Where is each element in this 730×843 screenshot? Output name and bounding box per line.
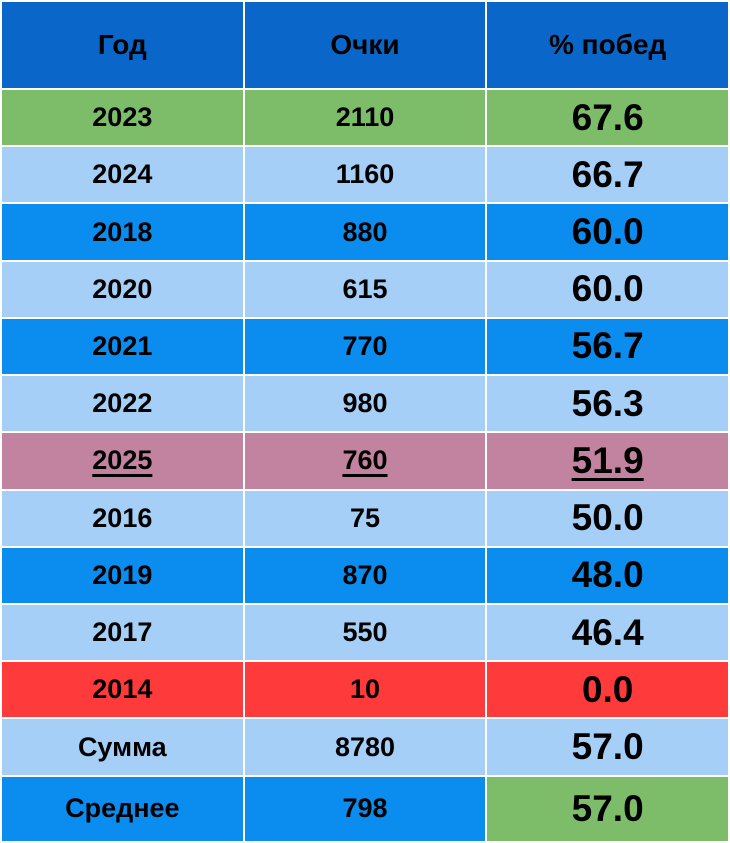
header-cell: Год — [0, 0, 245, 90]
cell-text: 60.0 — [571, 268, 644, 310]
cell-text: 2110 — [335, 102, 395, 133]
points-cell: 8780 — [242, 717, 488, 777]
cell-text: Сумма — [77, 731, 167, 762]
cell-text: 798 — [342, 793, 388, 824]
header-cell: Очки — [242, 0, 488, 90]
year-cell: 2017 — [0, 602, 245, 663]
table-row: 2025 760 51.9 — [0, 431, 730, 491]
points-cell: 1160 — [242, 145, 488, 205]
cell-text: 2021 — [92, 330, 153, 361]
cell-text: 2024 — [92, 159, 153, 190]
percent-cell: 57.0 — [485, 717, 730, 777]
percent-cell: 46.4 — [485, 602, 730, 663]
table-row: 2022 980 56.3 — [0, 374, 730, 434]
points-cell: 2110 — [242, 87, 488, 148]
points-cell: 760 — [242, 431, 488, 491]
cell-text: 760 — [342, 445, 388, 476]
percent-cell: 67.6 — [485, 87, 730, 148]
year-cell: 2024 — [0, 145, 245, 205]
table-row: 2021 770 56.7 — [0, 316, 730, 377]
cell-text: 10 — [349, 674, 380, 705]
points-cell: 870 — [242, 545, 488, 605]
year-cell: 2025 — [0, 431, 245, 491]
year-cell: 2020 — [0, 259, 245, 319]
table-row: 2019 870 48.0 — [0, 545, 730, 605]
cell-text: 46.4 — [571, 611, 644, 653]
percent-cell: 48.0 — [485, 545, 730, 605]
percent-cell: 60.0 — [485, 202, 730, 262]
points-cell: 10 — [242, 660, 488, 720]
table-row: 2020 615 60.0 — [0, 259, 730, 319]
cell-text: 51.9 — [571, 439, 644, 481]
table-row: 2016 75 50.0 — [0, 488, 730, 548]
year-cell: Сумма — [0, 717, 245, 777]
cell-text: Среднее — [65, 793, 180, 824]
points-cell: 770 — [242, 316, 488, 377]
cell-text: 1160 — [335, 159, 395, 190]
year-cell: 2018 — [0, 202, 245, 262]
header-row: Год Очки% побед — [0, 0, 730, 90]
year-cell: 2022 — [0, 374, 245, 434]
cell-text: 2022 — [92, 388, 153, 419]
cell-text: 2018 — [92, 216, 153, 247]
points-cell: 75 — [242, 488, 488, 548]
cell-text: 615 — [342, 273, 388, 304]
year-cell: 2021 — [0, 316, 245, 377]
points-cell: 880 — [242, 202, 488, 262]
year-cell: Среднее — [0, 774, 245, 843]
cell-text: 980 — [342, 388, 388, 419]
table-row: Среднее 798 57.0 — [0, 774, 730, 843]
cell-text: 57.0 — [571, 787, 644, 829]
percent-cell: 51.9 — [485, 431, 730, 491]
cell-text: 56.7 — [571, 325, 644, 367]
cell-text: 66.7 — [571, 153, 644, 195]
cell-text: 870 — [342, 559, 388, 590]
header-cell: % побед — [485, 0, 730, 90]
cell-text: 2020 — [92, 273, 153, 304]
percent-cell: 56.7 — [485, 316, 730, 377]
percent-cell: 60.0 — [485, 259, 730, 319]
cell-text: 48.0 — [571, 554, 644, 596]
cell-text: 2019 — [92, 559, 153, 590]
percent-cell: 0.0 — [485, 660, 730, 720]
cell-text: 770 — [342, 330, 388, 361]
percent-cell: 66.7 — [485, 145, 730, 205]
points-cell: 798 — [242, 774, 488, 843]
cell-text: 2017 — [92, 617, 153, 648]
cell-text: 67.6 — [571, 96, 644, 138]
year-cell: 2014 — [0, 660, 245, 720]
cell-text: 0.0 — [581, 668, 634, 710]
cell-text: 2025 — [92, 445, 153, 476]
year-cell: 2023 — [0, 87, 245, 148]
cell-text: 2014 — [92, 674, 153, 705]
cell-text: 2023 — [92, 102, 153, 133]
cell-text: 550 — [342, 617, 388, 648]
percent-cell: 50.0 — [485, 488, 730, 548]
cell-text: 75 — [349, 502, 380, 533]
points-cell: 550 — [242, 602, 488, 663]
cell-text: 8780 — [334, 731, 396, 762]
cell-text: 60.0 — [571, 211, 644, 253]
year-cell: 2016 — [0, 488, 245, 548]
cell-text: 56.3 — [571, 382, 644, 424]
table-row: 2018 880 60.0 — [0, 202, 730, 262]
table-row: Сумма 8780 57.0 — [0, 717, 730, 777]
cell-text: 57.0 — [571, 726, 644, 768]
table-row: 2023 2110 67.6 — [0, 87, 730, 148]
year-cell: 2019 — [0, 545, 245, 605]
points-cell: 980 — [242, 374, 488, 434]
cell-text: 880 — [342, 216, 388, 247]
table-row: 2014 10 0.0 — [0, 660, 730, 720]
points-cell: 615 — [242, 259, 488, 319]
table-row: 2024 1160 66.7 — [0, 145, 730, 205]
percent-cell: 56.3 — [485, 374, 730, 434]
percent-cell: 57.0 — [485, 774, 730, 843]
table-row: 2017 550 46.4 — [0, 602, 730, 663]
cell-text: 2016 — [92, 502, 153, 533]
cell-text: 50.0 — [571, 497, 644, 539]
